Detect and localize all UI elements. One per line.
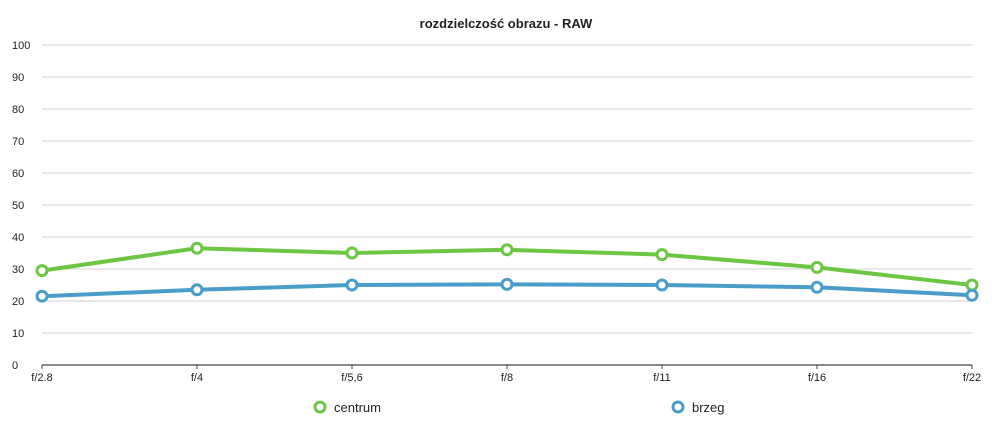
x-tick-label: f/8 <box>501 372 513 384</box>
data-point-centrum <box>500 243 514 257</box>
data-point-brzeg <box>810 280 824 294</box>
y-tick-label: 70 <box>12 136 24 148</box>
y-tick-label: 0 <box>12 360 18 372</box>
x-tick-label: f/5,6 <box>341 372 362 384</box>
data-point-brzeg <box>965 288 979 302</box>
legend-marker-brzeg <box>671 400 685 414</box>
legend-label-centrum: centrum <box>334 400 381 415</box>
data-point-centrum <box>190 241 204 255</box>
data-point-centrum <box>965 278 979 292</box>
legend: centrum brzeg <box>313 400 725 415</box>
y-tick-label: 40 <box>12 232 24 244</box>
y-tick-label: 60 <box>12 168 24 180</box>
data-point-brzeg <box>345 278 359 292</box>
y-tick-label: 20 <box>12 296 24 308</box>
y-tick-label: 100 <box>12 40 30 52</box>
chart-title: rozdzielczość obrazu - RAW <box>420 16 593 31</box>
data-point-centrum <box>345 246 359 260</box>
legend-label-brzeg: brzeg <box>692 400 725 415</box>
x-tick-label: f/22 <box>963 372 981 384</box>
x-axis: f/2.8 f/4 f/5,6 f/8 f/11 f/16 f/22 <box>31 365 981 384</box>
y-tick-label: 50 <box>12 200 24 212</box>
x-tick-label: f/16 <box>808 372 826 384</box>
x-tick-label: f/4 <box>191 372 203 384</box>
data-point-centrum <box>655 248 669 262</box>
y-tick-label: 80 <box>12 104 24 116</box>
data-point-centrum <box>35 264 49 278</box>
data-point-brzeg <box>655 278 669 292</box>
legend-marker-centrum <box>313 400 327 414</box>
y-tick-label: 10 <box>12 328 24 340</box>
gridlines <box>42 44 972 366</box>
x-tick-label: f/2.8 <box>31 372 52 384</box>
y-tick-label: 30 <box>12 264 24 276</box>
y-tick-label: 90 <box>12 72 24 84</box>
data-point-brzeg <box>500 277 514 291</box>
series-group <box>35 241 979 303</box>
data-point-brzeg <box>190 283 204 297</box>
y-axis: 0 10 20 30 40 50 60 70 80 90 100 <box>12 40 30 372</box>
x-tick-label: f/11 <box>653 372 671 384</box>
data-point-brzeg <box>35 289 49 303</box>
data-point-centrum <box>810 260 824 274</box>
